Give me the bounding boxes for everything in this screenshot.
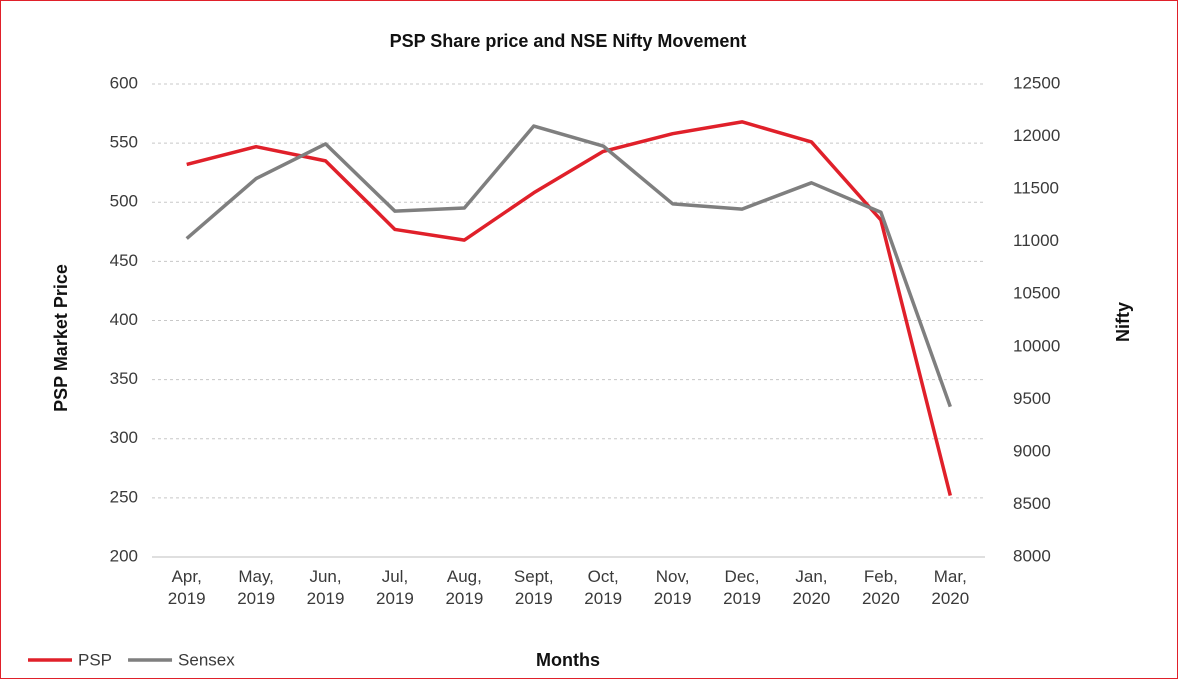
x-tick-label: Aug, 2019 xyxy=(445,567,484,608)
y-tick-label: 350 xyxy=(110,369,138,388)
x-tick-label: Sept, 2019 xyxy=(513,567,554,608)
legend-label: Sensex xyxy=(178,650,235,669)
x-tick-label: Jan, 2020 xyxy=(792,567,831,608)
y-tick-label: 250 xyxy=(110,487,138,506)
y2-tick-label: 11500 xyxy=(1013,179,1059,198)
y2-tick-label: 9500 xyxy=(1013,389,1051,408)
x-tick-label: Jul, 2019 xyxy=(376,567,414,608)
x-tick-label: May, 2019 xyxy=(237,567,276,608)
y2-axis-label: Nifty xyxy=(1113,302,1133,342)
y-tick-label: 300 xyxy=(110,428,138,447)
x-tick-label: Apr, 2019 xyxy=(167,567,206,608)
y2-tick-label: 9000 xyxy=(1013,441,1051,460)
x-tick-label: Feb, 2020 xyxy=(861,567,900,608)
y2-tick-label: 10000 xyxy=(1013,336,1060,355)
y2-tick-label: 8000 xyxy=(1013,546,1051,565)
y2-tick-label: 12000 xyxy=(1013,126,1060,145)
y-axis-label: PSP Market Price xyxy=(51,264,71,412)
y-tick-label: 500 xyxy=(110,192,138,211)
y-tick-label: 200 xyxy=(110,546,138,565)
x-axis-label: Months xyxy=(536,650,600,670)
x-tick-label: Jun, 2019 xyxy=(306,567,345,608)
legend-label: PSP xyxy=(78,650,112,669)
x-tick-label: Oct, 2019 xyxy=(584,567,623,608)
line-series xyxy=(186,120,952,496)
y-tick-label: 600 xyxy=(110,73,138,92)
y-tick-label: 400 xyxy=(110,310,138,329)
y2-tick-label: 11000 xyxy=(1013,231,1059,250)
chart-title: PSP Share price and NSE Nifty Movement xyxy=(390,31,747,51)
y-tick-label: 450 xyxy=(110,251,138,270)
y2-tick-label: 8500 xyxy=(1013,494,1051,513)
x-tick-label: Nov, 2019 xyxy=(653,567,692,608)
x-tick-label: Dec, 2019 xyxy=(723,567,761,608)
y2-tick-label: 12500 xyxy=(1013,73,1060,92)
y2-tick-label: 10500 xyxy=(1013,284,1060,303)
line-series xyxy=(185,124,952,408)
y-tick-label: 550 xyxy=(110,133,138,152)
x-tick-label: Mar, 2020 xyxy=(931,567,970,608)
